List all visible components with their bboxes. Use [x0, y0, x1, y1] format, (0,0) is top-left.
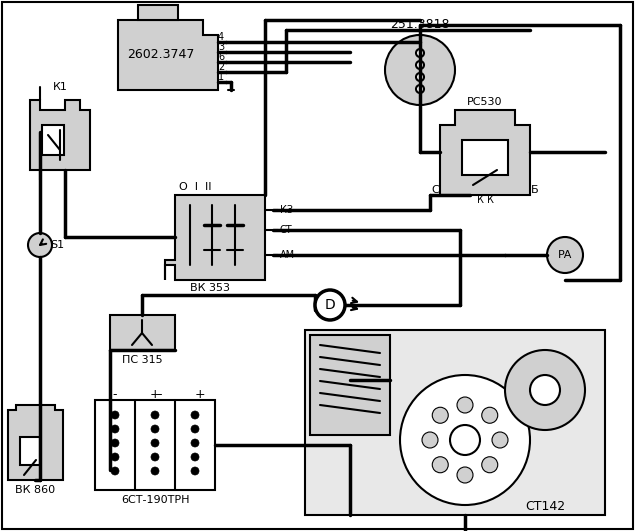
Circle shape [482, 457, 498, 473]
Polygon shape [440, 110, 530, 195]
Bar [95, 400, 215, 490]
Text: Б: Б [531, 185, 539, 195]
Circle shape [315, 290, 345, 320]
Text: СТ: СТ [280, 225, 293, 235]
Circle shape [457, 397, 473, 413]
Text: К К: К К [476, 195, 493, 205]
Text: 4: 4 [218, 32, 224, 42]
Circle shape [400, 375, 530, 505]
Polygon shape [30, 100, 90, 170]
Text: +: + [150, 389, 160, 401]
Circle shape [28, 233, 52, 257]
Circle shape [416, 85, 424, 93]
Text: 2: 2 [218, 62, 224, 72]
Text: 6СТ-190ТРН: 6СТ-190ТРН [121, 495, 189, 505]
Text: О  I  II: О I II [178, 182, 211, 192]
Text: К1: К1 [53, 82, 67, 92]
Circle shape [492, 432, 508, 448]
Text: КЗ: КЗ [280, 205, 293, 215]
Circle shape [111, 439, 119, 447]
Polygon shape [8, 405, 63, 480]
Text: С: С [431, 185, 439, 195]
Circle shape [111, 467, 119, 475]
Text: 3: 3 [218, 42, 224, 52]
Text: РА: РА [558, 250, 572, 260]
Circle shape [151, 411, 159, 419]
Text: СТ142: СТ142 [525, 501, 565, 513]
Circle shape [151, 467, 159, 475]
Polygon shape [138, 5, 178, 20]
Circle shape [432, 407, 448, 423]
Bar [310, 335, 390, 435]
Circle shape [530, 375, 560, 405]
Circle shape [482, 407, 498, 423]
Text: -: - [157, 389, 163, 401]
Circle shape [416, 73, 424, 81]
Circle shape [432, 457, 448, 473]
Circle shape [416, 61, 424, 69]
Circle shape [191, 411, 199, 419]
Text: 6: 6 [218, 52, 224, 62]
Polygon shape [305, 330, 605, 515]
Circle shape [422, 432, 438, 448]
Bar [42, 125, 64, 155]
Text: +: + [195, 389, 205, 401]
Text: S1: S1 [50, 240, 64, 250]
Bar [110, 315, 175, 350]
Circle shape [151, 425, 159, 433]
Text: 251.3818: 251.3818 [391, 19, 450, 31]
Circle shape [111, 425, 119, 433]
Circle shape [385, 35, 455, 105]
Text: ВК 860: ВК 860 [15, 485, 55, 495]
Circle shape [191, 439, 199, 447]
Bar [20, 437, 40, 465]
Circle shape [151, 439, 159, 447]
Text: 1: 1 [218, 72, 224, 82]
Circle shape [151, 453, 159, 461]
Text: ВК 353: ВК 353 [190, 283, 230, 293]
Text: ПС 315: ПС 315 [122, 355, 163, 365]
Circle shape [416, 49, 424, 57]
Text: D: D [324, 298, 335, 312]
Polygon shape [165, 195, 265, 280]
Circle shape [505, 350, 585, 430]
Text: АМ: АМ [280, 250, 295, 260]
Circle shape [450, 425, 480, 455]
Circle shape [191, 453, 199, 461]
Text: -: - [113, 389, 117, 401]
Circle shape [191, 425, 199, 433]
Circle shape [191, 467, 199, 475]
Circle shape [457, 467, 473, 483]
Bar [462, 140, 508, 175]
Text: 2602.3747: 2602.3747 [127, 48, 195, 62]
Circle shape [111, 453, 119, 461]
Text: РС530: РС530 [467, 97, 503, 107]
Circle shape [111, 411, 119, 419]
Circle shape [547, 237, 583, 273]
Polygon shape [118, 20, 218, 90]
